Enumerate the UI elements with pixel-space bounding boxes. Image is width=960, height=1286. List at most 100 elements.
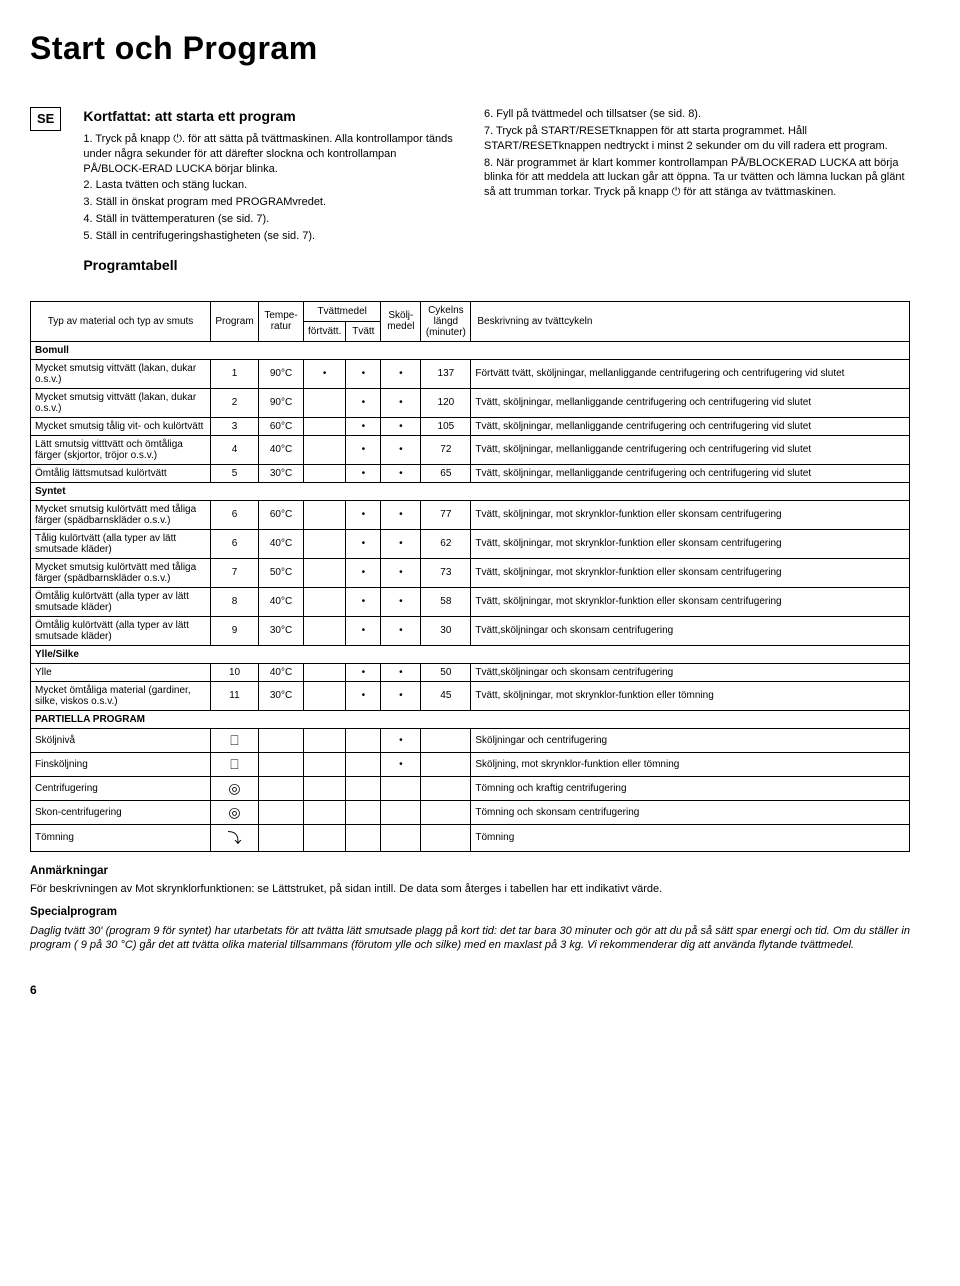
cell: • [346,417,381,435]
cell [304,388,346,417]
cell: 73 [421,558,471,587]
step-item: 5. Ställ in centrifugeringshastigheten (… [83,229,456,244]
cell: Tvätt, sköljningar, mellanliggande centr… [471,388,910,417]
cell: 137 [421,359,471,388]
table-body: BomullMycket smutsig vittvätt (lakan, du… [31,341,910,851]
cell: Centrifugering [31,776,211,800]
cell: 40°C [259,587,304,616]
cell [304,529,346,558]
cell: • [346,464,381,482]
program-table-heading: Programtabell [83,256,456,275]
cell: 65 [421,464,471,482]
cell: ◎ [211,776,259,800]
intro-columns: SE Kortfattat: att starta ett program 1.… [30,107,910,283]
th-duration: Cykelns längd (minuter) [421,301,471,341]
cell: 4 [211,435,259,464]
table-row: Mycket smutsig kulörtvätt med tåliga fär… [31,500,910,529]
th-desc: Beskrivning av tvättcykeln [471,301,910,341]
section-header-row: Syntet [31,482,910,500]
step-item: 8. När programmet är klart kommer kontro… [484,156,910,201]
cell: Ömtålig kulörtvätt (alla typer av lätt s… [31,587,211,616]
cell: Lätt smutsig vitttvätt och ömtåliga färg… [31,435,211,464]
cell: • [346,587,381,616]
cell [381,776,421,800]
table-row: Finsköljning⎕•Sköljning, mot skrynklor-f… [31,752,910,776]
cell [421,752,471,776]
left-steps-list: 1. Tryck på knapp ⏻. för att sätta på tv… [83,132,456,244]
cell: Skon-centrifugering [31,800,211,824]
cell: Tömning [471,824,910,851]
cell [304,752,346,776]
cell [259,752,304,776]
cell [259,728,304,752]
special-paragraph: Daglig tvätt 30' (program 9 för syntet) … [30,924,910,954]
cell: Mycket smutsig vittvätt (lakan, dukar o.… [31,359,211,388]
table-row: Mycket smutsig vittvätt (lakan, dukar o.… [31,359,910,388]
cell: 58 [421,587,471,616]
cell [259,800,304,824]
cell: Mycket smutsig kulörtvätt med tåliga fär… [31,558,211,587]
table-row: Mycket smutsig vittvätt (lakan, dukar o.… [31,388,910,417]
cell: • [381,728,421,752]
cell: • [346,435,381,464]
cell: 2 [211,388,259,417]
cell: • [304,359,346,388]
cell: 40°C [259,435,304,464]
page-title: Start och Program [30,30,910,67]
cell: ⎕ [211,728,259,752]
cell: 3 [211,417,259,435]
section-header-row: Bomull [31,341,910,359]
cell: 30°C [259,464,304,482]
cell: Tvätt, sköljningar, mellanliggande centr… [471,464,910,482]
section-header-row: Ylle/Silke [31,645,910,663]
cell: 72 [421,435,471,464]
cell: • [381,388,421,417]
th-program: Program [211,301,259,341]
cell: 7 [211,558,259,587]
cell [421,800,471,824]
cell [381,824,421,851]
cell: Finsköljning [31,752,211,776]
cell: Sköljningar och centrifugering [471,728,910,752]
table-row: Lätt smutsig vitttvätt och ömtåliga färg… [31,435,910,464]
cell: 105 [421,417,471,435]
cell: Förtvätt tvätt, sköljningar, mellanligga… [471,359,910,388]
cell: 45 [421,681,471,710]
table-row: Ömtålig kulörtvätt (alla typer av lätt s… [31,616,910,645]
cell: 62 [421,529,471,558]
cell [304,417,346,435]
table-row: Sköljnivå⎕•Sköljningar och centrifugerin… [31,728,910,752]
cell: • [381,500,421,529]
step-item: 2. Lasta tvätten och stäng luckan. [83,178,456,193]
cell: Mycket smutsig vittvätt (lakan, dukar o.… [31,388,211,417]
cell: 60°C [259,417,304,435]
cell: Tvätt,sköljningar och skonsam centrifuge… [471,616,910,645]
cell: ◎ [211,800,259,824]
notes-section: Anmärkningar För beskrivningen av Mot sk… [30,864,910,954]
cell: Tömning och skonsam centrifugering [471,800,910,824]
table-row: Mycket smutsig kulörtvätt med tåliga fär… [31,558,910,587]
cell [346,824,381,851]
cell: Mycket ömtåliga material (gardiner, silk… [31,681,211,710]
special-heading: Specialprogram [30,905,910,921]
cell: Tvätt, sköljningar, mellanliggande centr… [471,417,910,435]
cell: 1 [211,359,259,388]
table-row: Skon-centrifugering◎ Tömning och skonsam … [31,800,910,824]
cell: • [346,558,381,587]
cell: 120 [421,388,471,417]
cell: Tvätt, sköljningar, mot skrynklor-funkti… [471,587,910,616]
cell: • [381,752,421,776]
th-prewash: förtvätt. [304,321,346,341]
cell: • [346,681,381,710]
cell [304,558,346,587]
cell: • [381,587,421,616]
cell: Ömtålig lättsmutsad kulörtvätt [31,464,211,482]
cell: Tvätt, sköljningar, mellanliggande centr… [471,435,910,464]
cell [346,776,381,800]
cell [346,752,381,776]
cell: 30°C [259,616,304,645]
cell: Tvätt,sköljningar och skonsam centrifuge… [471,663,910,681]
cell: 5 [211,464,259,482]
table-row: Centrifugering◎Tömning och kraftig centr… [31,776,910,800]
cell [381,800,421,824]
